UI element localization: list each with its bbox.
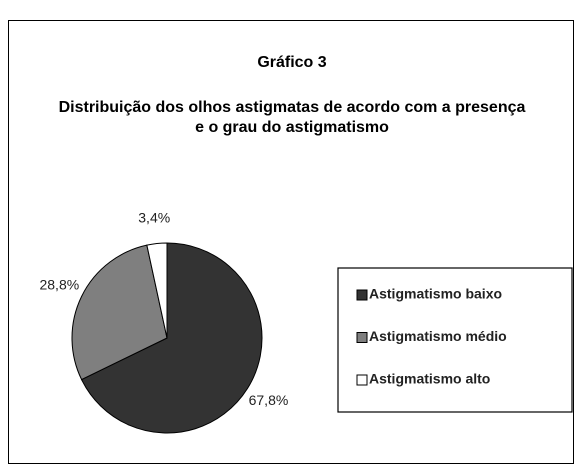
chart-subtitle: Distribuição dos olhos astigmatas de aco… [58,99,526,136]
data-label: 28,8% [39,276,79,292]
legend-label: Astigmatismo alto [369,371,490,387]
pie-slice [71,244,168,381]
legend-swatch [356,374,368,386]
pie-slice [80,242,263,434]
legend-swatch [356,332,368,343]
legend-box [337,267,573,413]
pie-slice [146,242,168,339]
legend-label: Astigmatismo médio [369,328,507,344]
data-label: 67,8% [249,392,289,408]
legend-label: Astigmatismo baixo [369,286,502,302]
chart-frame [8,20,574,464]
legend-swatch [356,289,368,301]
chart-title: Gráfico 3 [257,54,327,71]
data-label: 3,4% [138,210,170,226]
